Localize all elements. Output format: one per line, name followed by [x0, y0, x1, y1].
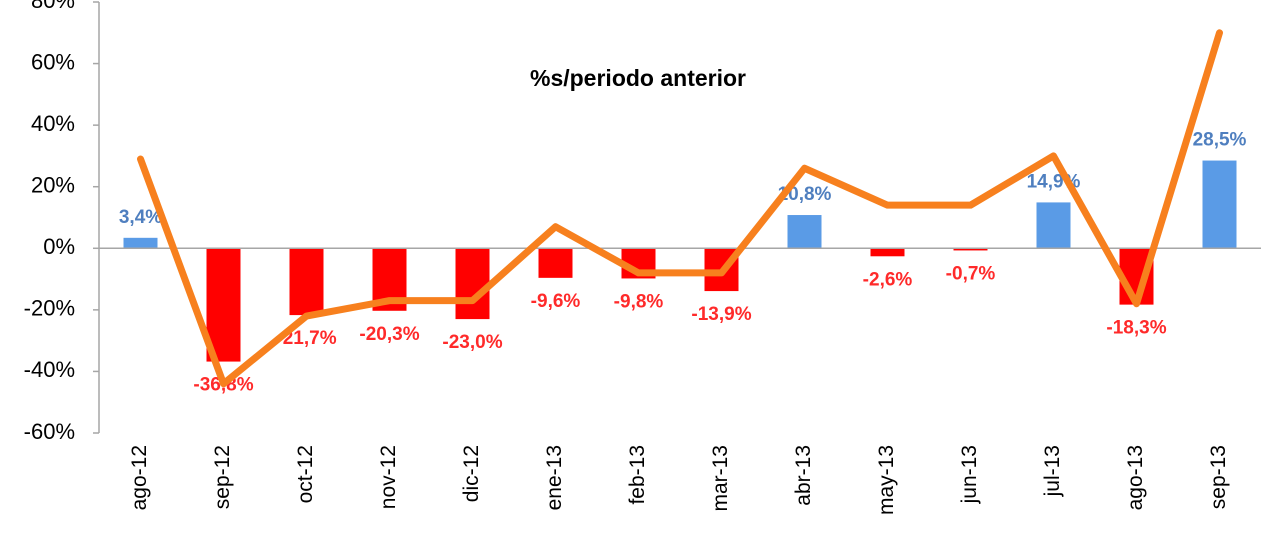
bar	[787, 215, 822, 249]
value-label: -18,3%	[1106, 318, 1166, 339]
value-label: -9,8%	[614, 291, 664, 312]
value-label: 3,4%	[119, 207, 162, 228]
bar	[289, 248, 324, 316]
x-tick-label: abr-13	[792, 445, 815, 506]
y-tick-label: 40%	[31, 111, 75, 136]
y-tick-label: 20%	[31, 173, 75, 198]
bar	[870, 248, 905, 257]
value-label: -21,7%	[276, 328, 336, 349]
x-tick-label: ago-13	[1124, 445, 1147, 510]
value-label: 28,5%	[1193, 130, 1247, 151]
y-tick-label: -20%	[24, 296, 75, 321]
x-tick-label: mar-13	[709, 445, 732, 512]
x-tick-label: ene-13	[543, 445, 566, 510]
x-tick-label: sep-13	[1207, 445, 1230, 509]
value-label: -13,9%	[691, 304, 751, 325]
y-tick-label: 80%	[31, 0, 75, 13]
y-tick-label: 60%	[31, 49, 75, 74]
x-tick-label: feb-13	[626, 445, 649, 505]
value-label: -9,6%	[531, 291, 581, 312]
x-tick-label: dic-12	[460, 445, 483, 502]
value-label: -2,6%	[863, 269, 913, 290]
value-label: -0,7%	[946, 263, 996, 284]
bar	[455, 248, 490, 320]
bar	[953, 248, 988, 251]
x-tick-label: sep-12	[211, 445, 234, 509]
x-tick-label: jun-13	[958, 445, 981, 504]
value-label: -23,0%	[442, 332, 502, 353]
x-tick-label: oct-12	[294, 445, 317, 503]
x-tick-label: jul-13	[1041, 445, 1064, 497]
x-tick-label: may-13	[875, 445, 898, 515]
x-tick-label: nov-12	[377, 445, 400, 509]
bar	[1202, 160, 1237, 249]
y-tick-label: -60%	[24, 419, 75, 444]
bar	[206, 248, 241, 362]
bar	[1036, 202, 1071, 249]
bar	[538, 248, 573, 278]
y-tick-label: -40%	[24, 357, 75, 382]
value-label: -20,3%	[359, 324, 419, 345]
x-tick-label: ago-12	[128, 445, 151, 510]
chart-title: %s/periodo anterior	[530, 65, 746, 91]
y-tick-label: 0%	[43, 234, 75, 259]
bar	[123, 237, 158, 249]
line	[137, 29, 1223, 388]
